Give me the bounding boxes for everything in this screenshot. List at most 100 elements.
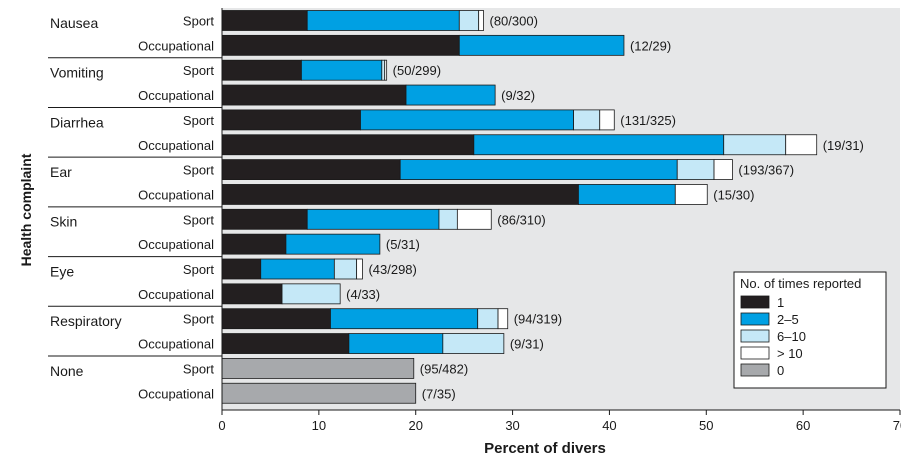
group-label: Ear	[50, 164, 72, 180]
row-type-label: Sport	[183, 163, 214, 178]
legend-item-label: 6–10	[777, 329, 806, 344]
bar-segment	[221, 283, 283, 305]
row-type-label: Sport	[183, 212, 214, 227]
bar-count-label: (94/319)	[514, 312, 562, 327]
x-tick-label: 70	[893, 418, 901, 433]
row-type-label: Sport	[183, 312, 214, 327]
bar-segment	[785, 134, 818, 156]
bar-segment	[221, 134, 475, 156]
bar-count-label: (12/29)	[630, 38, 671, 53]
legend-item-label: 2–5	[777, 312, 799, 327]
group-label: None	[50, 363, 84, 379]
bar-count-label: (193/367)	[738, 163, 794, 178]
bar-segment	[477, 308, 499, 330]
row-type-label: Occupational	[138, 237, 214, 252]
legend-swatch	[740, 329, 770, 343]
bars	[221, 10, 818, 404]
bar-segment	[281, 283, 341, 305]
bar-segment	[442, 333, 505, 354]
bar-segment	[221, 208, 308, 230]
legend-swatch	[740, 363, 770, 377]
bar-segment	[458, 10, 480, 31]
bar-segment	[723, 134, 787, 156]
bar-segment	[221, 258, 262, 280]
bar-segment	[573, 109, 601, 131]
legend-item-label: 0	[777, 363, 784, 378]
bar-segment	[381, 59, 386, 81]
bar-segment	[221, 184, 579, 205]
legend-swatch	[740, 346, 770, 360]
bar-count-label: (9/31)	[510, 337, 544, 352]
bar-count-label: (43/298)	[368, 262, 416, 277]
bar-segment	[360, 109, 574, 131]
bar-segment	[221, 382, 417, 404]
row-type-label: Occupational	[138, 38, 214, 53]
row-type-label: Occupational	[138, 287, 214, 302]
group-label: Respiratory	[50, 313, 122, 329]
bar-count-label: (5/31)	[386, 237, 420, 252]
bar-segment	[306, 208, 440, 230]
row-type-label: Occupational	[138, 386, 214, 401]
bar-count-label: (4/33)	[346, 287, 380, 302]
bar-segment	[221, 84, 407, 106]
bar-segment	[221, 159, 401, 181]
bar-segment	[285, 233, 381, 255]
row-type-label: Sport	[183, 262, 214, 277]
group-separators	[48, 57, 222, 357]
row-type-label: Occupational	[138, 187, 214, 202]
bar-segment	[330, 308, 479, 330]
bar-segment	[221, 10, 308, 31]
x-tick-label: 40	[602, 418, 616, 433]
bar-segment	[221, 333, 350, 354]
bar-segment	[221, 109, 361, 131]
x-axis-label: Percent of divers	[484, 440, 606, 457]
group-label: Nausea	[50, 15, 98, 31]
legend-swatch	[740, 312, 770, 326]
row-type-label: Occupational	[138, 138, 214, 153]
group-label: Vomiting	[50, 65, 104, 81]
row-type-label: Sport	[183, 361, 214, 376]
bar-segment	[473, 134, 725, 156]
x-ticks: 0 10 20 30 40 50 60 70	[218, 410, 901, 433]
bar-segment	[478, 10, 484, 31]
bar-segment	[384, 59, 388, 81]
bar-segment	[438, 208, 458, 230]
bar-segment	[676, 159, 715, 181]
category-labels: Nausea Sport Occupational Vomiting Sport Occu…	[50, 14, 214, 402]
group-label: Diarrhea	[50, 114, 104, 130]
bar-segment	[599, 109, 615, 131]
bar-segment	[456, 208, 492, 230]
bar-count-label: (19/31)	[823, 138, 864, 153]
bar-count-label: (7/35)	[422, 386, 456, 401]
bar-segment	[221, 308, 331, 330]
data-labels: (80/300) (12/29) (50/299) (9/32) (131/325) (1…	[346, 14, 864, 402]
bar-segment	[221, 34, 460, 56]
bar-count-label: (86/310)	[497, 212, 545, 227]
x-tick-label: 50	[699, 418, 713, 433]
bar-segment	[405, 84, 496, 106]
bar-segment	[674, 184, 708, 205]
row-type-label: Sport	[183, 63, 214, 78]
legend-swatch	[740, 295, 770, 309]
x-tick-label: 30	[505, 418, 519, 433]
x-tick-label: 10	[312, 418, 326, 433]
group-label: Eye	[50, 263, 74, 279]
bar-segment	[221, 59, 302, 81]
x-tick-label: 0	[218, 418, 225, 433]
bar-count-label: (15/30)	[713, 187, 754, 202]
bar-segment	[713, 159, 733, 181]
row-type-label: Occupational	[138, 337, 214, 352]
group-label: Skin	[50, 214, 77, 230]
bar-segment	[306, 10, 460, 31]
bar-segment	[497, 308, 509, 330]
bar-segment	[399, 159, 678, 181]
bar-segment	[348, 333, 444, 354]
bar-count-label: (131/325)	[620, 113, 676, 128]
bar-segment	[221, 357, 415, 379]
bar-segment	[356, 258, 363, 280]
legend-item-label: 1	[777, 295, 784, 310]
row-type-label: Sport	[183, 14, 214, 29]
bar-count-label: (80/300)	[490, 14, 538, 29]
x-tick-label: 60	[796, 418, 810, 433]
